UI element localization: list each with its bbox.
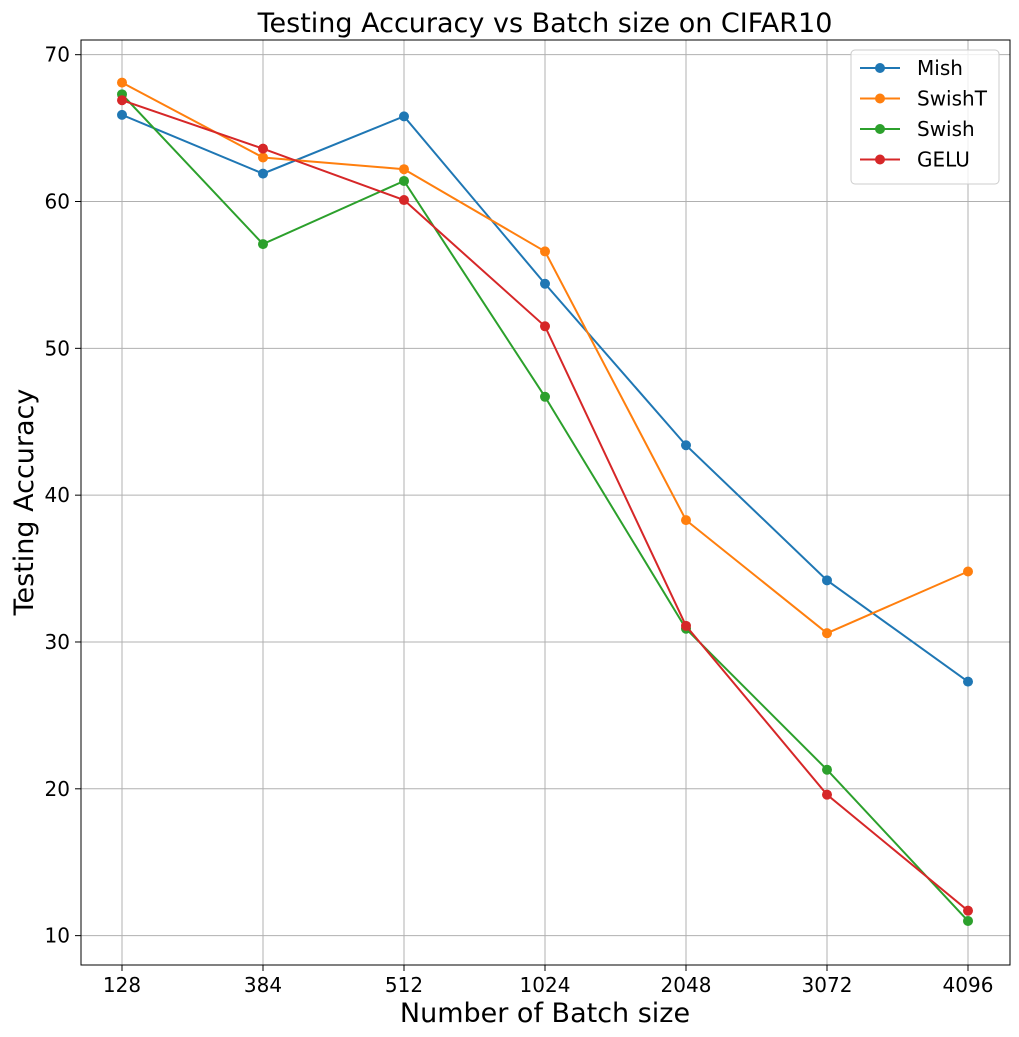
- data-point: [681, 515, 691, 526]
- legend-item: Swish: [860, 117, 975, 141]
- legend-label: Mish: [917, 56, 963, 80]
- data-point: [399, 195, 409, 206]
- data-point: [540, 246, 550, 257]
- series-swisht: [117, 77, 973, 639]
- legend: Mish SwishT Swish GELU: [850, 49, 1000, 185]
- x-tick-label: 1024: [520, 973, 571, 997]
- data-point: [681, 440, 691, 451]
- data-point: [822, 628, 832, 639]
- data-point: [258, 239, 268, 250]
- legend-item: SwishT: [860, 87, 988, 111]
- y-tick-label: 20: [45, 777, 70, 801]
- data-point: [822, 764, 832, 775]
- data-point: [963, 566, 973, 577]
- x-tick-label: 2048: [661, 973, 712, 997]
- series-mish: [117, 109, 973, 687]
- data-point: [540, 278, 550, 289]
- legend-marker: [875, 93, 885, 104]
- legend-label: GELU: [917, 148, 970, 172]
- data-point: [258, 143, 268, 154]
- data-point: [963, 915, 973, 926]
- legend-box: [850, 49, 1000, 185]
- y-tick-label: 30: [45, 630, 70, 654]
- x-tick-label: 128: [103, 973, 141, 997]
- data-point: [117, 77, 127, 88]
- data-point: [963, 676, 973, 687]
- x-tick-label: 384: [244, 973, 282, 997]
- data-point: [399, 111, 409, 122]
- legend-marker: [875, 124, 885, 134]
- legend-label: Swish: [917, 117, 975, 141]
- legend-marker: [875, 154, 885, 165]
- data-point: [963, 905, 973, 916]
- series-swish: [117, 89, 973, 926]
- data-point: [681, 620, 691, 631]
- x-tick-label: 3072: [802, 973, 853, 997]
- axis-ticks: 128 384 512 1024 2048 3072 4096 10 20 30 40 50 60 70: [45, 43, 994, 997]
- x-axis-label: Number of Batch size: [400, 998, 690, 1029]
- legend-item: GELU: [860, 148, 970, 172]
- data-point: [399, 164, 409, 175]
- y-tick-label: 10: [45, 924, 70, 948]
- data-point: [540, 321, 550, 332]
- y-tick-label: 50: [45, 336, 70, 360]
- y-tick-label: 40: [45, 483, 70, 507]
- y-tick-label: 70: [45, 43, 70, 67]
- legend-marker: [875, 63, 885, 73]
- series-gelu: [117, 95, 973, 916]
- y-axis-label: Testing Accuracy: [9, 389, 40, 617]
- data-point: [399, 175, 409, 186]
- data-point: [258, 168, 268, 179]
- series-lines: [117, 77, 973, 926]
- x-tick-label: 4096: [943, 973, 994, 997]
- y-tick-label: 60: [45, 190, 70, 214]
- data-point: [822, 575, 832, 586]
- legend-item: Mish: [860, 56, 963, 80]
- chart-title: Testing Accuracy vs Batch size on CIFAR1…: [257, 8, 833, 39]
- data-point: [258, 152, 268, 163]
- legend-label: SwishT: [917, 87, 988, 111]
- data-point: [117, 95, 127, 106]
- data-point: [822, 789, 832, 800]
- x-tick-label: 512: [385, 973, 423, 997]
- data-point: [117, 109, 127, 120]
- data-point: [540, 391, 550, 402]
